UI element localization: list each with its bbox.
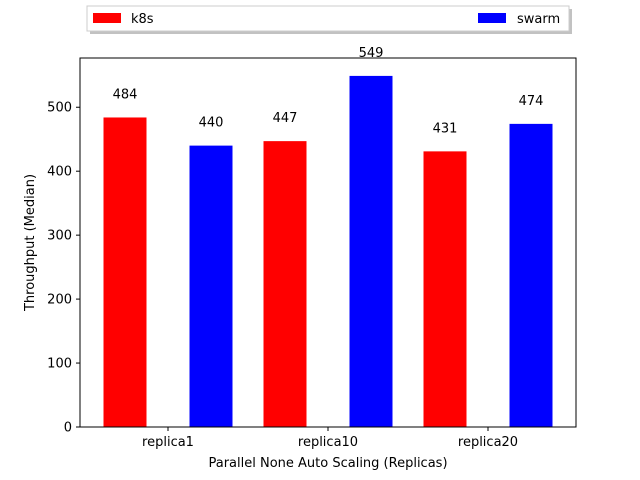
- value-label-k8s-replica20: 431: [433, 121, 458, 136]
- y-axis-label: Throughput (Median): [23, 174, 38, 312]
- bar-k8s-replica20: [423, 151, 467, 428]
- y-tick-label-100: 100: [47, 357, 72, 372]
- y-tick-label-400: 400: [47, 165, 72, 180]
- legend: k8s swarm: [86, 5, 572, 34]
- legend-swatch-k8s: [93, 13, 121, 23]
- bar-swarm-replica1: [189, 145, 233, 427]
- plot-frame: [79, 57, 577, 428]
- y-tick-label-200: 200: [47, 293, 72, 308]
- legend-label-k8s: k8s: [131, 12, 154, 27]
- x-tick-label-replica1: replica1: [142, 435, 194, 450]
- y-tick-label-500: 500: [47, 101, 72, 116]
- legend-swatch-swarm: [478, 13, 506, 23]
- value-label-swarm-replica10: 549: [359, 46, 384, 61]
- bar-swarm-replica10: [349, 75, 393, 428]
- x-tick-label-replica10: replica10: [298, 435, 358, 450]
- legend-label-swarm: swarm: [517, 12, 560, 27]
- value-label-k8s-replica1: 484: [113, 87, 138, 102]
- bars-layer: [103, 75, 553, 428]
- value-labels-layer: 484 440 447 549 431 474: [113, 46, 544, 136]
- bar-swarm-replica20: [509, 123, 553, 427]
- x-tick-label-replica20: replica20: [458, 435, 518, 450]
- x-axis: replica1 replica10 replica20: [142, 427, 518, 450]
- value-label-swarm-replica1: 440: [199, 116, 224, 131]
- y-tick-label-0: 0: [64, 421, 72, 436]
- value-label-k8s-replica10: 447: [273, 111, 298, 126]
- x-axis-label: Parallel None Auto Scaling (Replicas): [208, 456, 447, 471]
- bar-k8s-replica10: [263, 141, 307, 428]
- value-label-swarm-replica20: 474: [519, 94, 544, 109]
- y-tick-label-300: 300: [47, 229, 72, 244]
- y-axis: 0 100 200 300 400 500: [47, 101, 80, 436]
- bar-k8s-replica1: [103, 117, 147, 428]
